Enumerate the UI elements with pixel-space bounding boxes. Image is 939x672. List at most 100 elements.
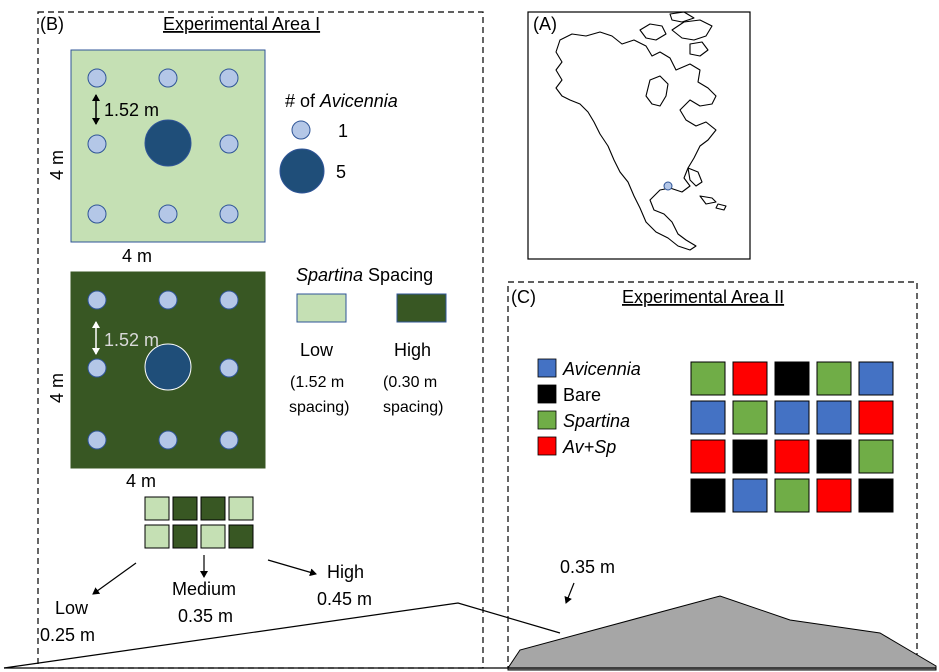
plot-cell-bare [732, 439, 768, 474]
mini-plot-dark [228, 524, 254, 549]
mini-plot-dark [172, 496, 198, 521]
mini-plot-light [200, 524, 226, 549]
panel-c-title: Experimental Area II [622, 287, 784, 307]
panel-b-title: Experimental Area I [163, 14, 320, 34]
legend-low-detail-1: (1.52 m [290, 374, 344, 391]
plot-high-bottom-label: 4 m [126, 471, 156, 491]
treatment-grid [690, 361, 894, 513]
avicennia-small-low [219, 204, 239, 224]
elevation-medium-value: 0.35 m [178, 606, 233, 626]
spacing-label-low: 1.52 m [104, 100, 159, 120]
legend-low-detail-2: spacing) [289, 399, 349, 416]
mini-plot-dark [172, 524, 198, 549]
plot-cell-spartina [816, 361, 852, 396]
plot-cell-av-sp [732, 361, 768, 396]
spacing-label-high: 1.52 m [104, 330, 159, 350]
area2-elevation-value: 0.35 m [560, 557, 615, 577]
plot-cell-avicennia [732, 478, 768, 513]
legend-high-swatch [396, 293, 447, 323]
plot-cell-bare [858, 478, 894, 513]
avicennia-small-high [87, 358, 107, 378]
mini-plot-light [144, 496, 170, 521]
spartina-legend: Spartina Spacing Low (1.52 m spacing) Hi… [289, 265, 447, 416]
plot-high-side-label: 4 m [47, 373, 67, 403]
elevation-high-value: 0.45 m [317, 589, 372, 609]
legend-label: Avicennia [562, 359, 641, 379]
mini-plot-light [144, 524, 170, 549]
plot-cell-avicennia [690, 400, 726, 435]
plot-cell-avicennia [816, 400, 852, 435]
avicennia-small-high [87, 430, 107, 450]
plot-high-spacing: 1.52 m 4 m 4 m [47, 271, 266, 491]
avicennia-legend: # of Avicennia 1 5 [279, 91, 398, 194]
plot-cell-spartina [858, 439, 894, 474]
plot-cell-avicennia [774, 400, 810, 435]
plot-cell-bare [816, 439, 852, 474]
legend-low-swatch [296, 293, 347, 323]
plot-cell-av-sp [774, 439, 810, 474]
panel-a-label: (A) [533, 14, 557, 34]
mini-plot-dark [200, 496, 226, 521]
legend-swatch [537, 358, 557, 378]
legend-high-detail-1: (0.30 m [383, 374, 437, 391]
plot-cell-spartina [732, 400, 768, 435]
spartina-legend-title: Spartina Spacing [296, 265, 433, 285]
plot-cell-av-sp [858, 400, 894, 435]
avicennia-small-high [219, 358, 239, 378]
mini-plot-grid [144, 496, 254, 549]
elevation-high-name: High [327, 562, 364, 582]
plot-cell-avicennia [858, 361, 894, 396]
plot-low-side-label: 4 m [47, 150, 67, 180]
panel-a: (A) [527, 11, 751, 260]
treatment-legend: Avicennia Bare Spartina Av+Sp [537, 358, 641, 457]
avicennia-small-high [219, 430, 239, 450]
elevation-low-value: 0.25 m [40, 625, 95, 645]
plot-cell-av-sp [690, 439, 726, 474]
arrow-high-elevation [267, 559, 317, 577]
elevation-medium-name: Medium [172, 579, 236, 599]
arrow-area2-elevation [564, 582, 575, 604]
avicennia-small-low [219, 68, 239, 88]
legend-small-value: 1 [338, 121, 348, 141]
avicennia-small-low [219, 134, 239, 154]
legend-swatch [537, 436, 557, 456]
panel-c: (C) Experimental Area II Avicennia Bare Sp… [507, 281, 918, 669]
arrow-low-elevation [92, 562, 137, 595]
panel-c-border [507, 281, 918, 669]
avicennia-small-low [158, 204, 178, 224]
avicennia-small-high [87, 290, 107, 310]
avicennia-small-high [158, 290, 178, 310]
legend-large-value: 5 [336, 162, 346, 182]
avicennia-small-low [158, 68, 178, 88]
panel-a-border [527, 11, 751, 260]
area2-mound [507, 595, 937, 671]
plot-cell-spartina [774, 478, 810, 513]
legend-low-label: Low [300, 340, 334, 360]
avicennia-large-low [144, 119, 192, 167]
avicennia-legend-title: # of Avicennia [285, 91, 398, 111]
panel-c-label: (C) [511, 287, 536, 307]
avicennia-small-high [219, 290, 239, 310]
study-site-marker [663, 181, 673, 191]
plot-cell-bare [774, 361, 810, 396]
plot-cell-bare [690, 478, 726, 513]
area1-terrain-line [3, 602, 561, 669]
legend-label: Bare [563, 385, 601, 405]
avicennia-small-low [87, 134, 107, 154]
legend-label: Spartina [563, 411, 630, 431]
avicennia-large-high [144, 343, 192, 391]
legend-swatch [537, 384, 557, 404]
mini-plot-light [228, 496, 254, 521]
legend-label: Av+Sp [562, 437, 616, 457]
legend-large-dot [279, 148, 325, 194]
plot-cell-av-sp [816, 478, 852, 513]
avicennia-small-low [87, 204, 107, 224]
panel-b: (B) Experimental Area I 1.52 m 4 m 4 m 1… [37, 11, 484, 669]
plot-cell-spartina [690, 361, 726, 396]
avicennia-small-low [87, 68, 107, 88]
legend-high-label: High [394, 340, 431, 360]
elevation-low-name: Low [55, 598, 89, 618]
plot-low-bottom-label: 4 m [122, 246, 152, 266]
plot-low-spacing: 1.52 m 4 m 4 m [47, 49, 266, 266]
